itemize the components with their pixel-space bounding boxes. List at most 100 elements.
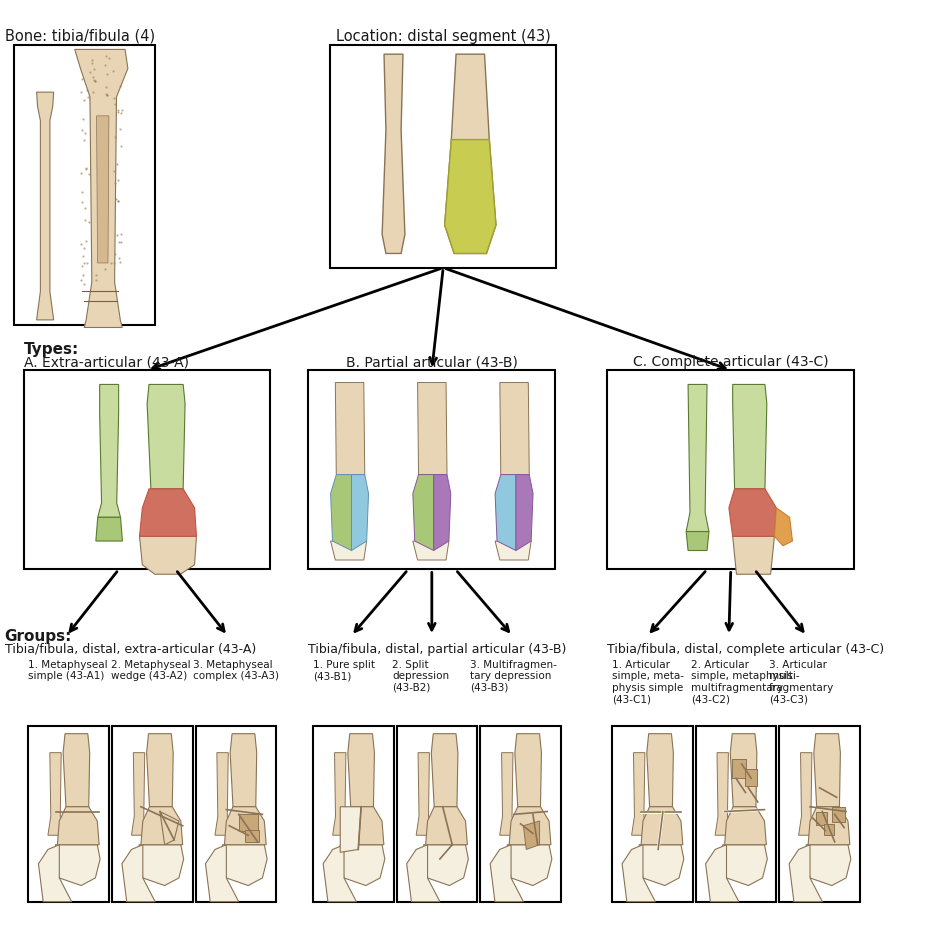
Polygon shape [139,844,183,885]
Polygon shape [331,474,352,550]
Polygon shape [445,139,496,253]
Text: Groups:: Groups: [5,630,72,644]
Bar [696,726,776,901]
Text: 2. Articular
simple, metaphysis
multifragmentary
(43-C2): 2. Articular simple, metaphysis multifra… [691,659,793,704]
Polygon shape [499,753,515,835]
Polygon shape [147,734,173,807]
Polygon shape [55,844,100,885]
Polygon shape [324,844,356,901]
Polygon shape [38,844,72,901]
Text: B. Partial articular (43-B): B. Partial articular (43-B) [346,355,518,369]
Bar [612,726,693,901]
Polygon shape [516,474,533,550]
Text: 3. Multifragmen-
tary depression
(43-B3): 3. Multifragmen- tary depression (43-B3) [469,659,556,693]
Polygon shape [215,753,230,835]
Bar [28,726,109,901]
Polygon shape [632,753,647,835]
Polygon shape [490,844,524,901]
Polygon shape [331,541,367,560]
Polygon shape [342,807,384,844]
Polygon shape [63,734,90,807]
Polygon shape [75,50,128,328]
Text: Location: distal segment (43): Location: distal segment (43) [336,29,551,44]
Polygon shape [141,807,182,844]
Polygon shape [508,844,552,885]
Polygon shape [57,807,99,844]
Text: Types:: Types: [23,342,79,357]
Bar [481,726,561,901]
Polygon shape [224,807,266,844]
Polygon shape [732,759,746,778]
Polygon shape [647,734,673,807]
Polygon shape [382,54,405,253]
Polygon shape [510,807,551,844]
Polygon shape [733,385,767,488]
Polygon shape [723,844,768,885]
Polygon shape [832,807,845,822]
Text: 2. Split
depression
(43-B2): 2. Split depression (43-B2) [392,659,449,693]
Polygon shape [808,807,850,844]
Bar [112,726,193,901]
Polygon shape [336,383,365,474]
Polygon shape [729,488,776,536]
Polygon shape [825,824,834,835]
Polygon shape [348,734,374,807]
Polygon shape [686,531,709,550]
Polygon shape [733,536,774,574]
Polygon shape [48,753,63,835]
Polygon shape [434,474,451,550]
Polygon shape [425,807,468,844]
Text: A. Extra-articular (43-A): A. Extra-articular (43-A) [23,355,189,369]
Polygon shape [340,807,361,853]
Bar [309,370,555,570]
Polygon shape [730,734,756,807]
Polygon shape [500,383,529,474]
Polygon shape [622,844,655,901]
Polygon shape [515,734,541,807]
Polygon shape [340,844,385,885]
Polygon shape [715,753,730,835]
Polygon shape [416,753,431,835]
Polygon shape [352,474,368,550]
Polygon shape [774,508,793,545]
Polygon shape [122,844,155,901]
Polygon shape [445,54,496,253]
Text: Bone: tibia/fibula (4): Bone: tibia/fibula (4) [5,29,155,44]
Polygon shape [745,769,756,785]
Bar [23,370,270,570]
Text: C. Complete articular (43-C): C. Complete articular (43-C) [633,355,828,369]
Text: 1. Pure split
(43-B1): 1. Pure split (43-B1) [313,659,375,681]
Polygon shape [333,753,348,835]
Polygon shape [815,812,827,825]
Bar [396,726,478,901]
Polygon shape [139,536,196,574]
Polygon shape [413,541,449,560]
Polygon shape [96,116,108,263]
Polygon shape [413,474,434,550]
Polygon shape [132,753,147,835]
Polygon shape [98,385,121,517]
Text: 2. Metaphyseal
wedge (43-A2): 2. Metaphyseal wedge (43-A2) [111,659,191,681]
Polygon shape [223,844,267,885]
Text: 3. Metaphyseal
complex (43-A3): 3. Metaphyseal complex (43-A3) [193,659,279,681]
Polygon shape [496,541,531,560]
Polygon shape [36,92,53,320]
Bar [330,45,556,268]
Polygon shape [418,383,447,474]
Polygon shape [230,734,257,807]
Polygon shape [238,814,258,831]
Text: 3. Articular
multi-
fragmentary
(43-C3): 3. Articular multi- fragmentary (43-C3) [769,659,834,704]
Polygon shape [139,488,196,536]
Polygon shape [245,830,259,842]
Bar [608,370,855,570]
Polygon shape [147,385,185,488]
Polygon shape [96,517,122,541]
Bar [195,726,276,901]
Polygon shape [206,844,238,901]
Polygon shape [496,474,516,550]
Polygon shape [686,385,709,531]
Polygon shape [806,844,851,885]
Polygon shape [431,734,458,807]
Polygon shape [160,812,179,844]
Bar [313,726,394,901]
